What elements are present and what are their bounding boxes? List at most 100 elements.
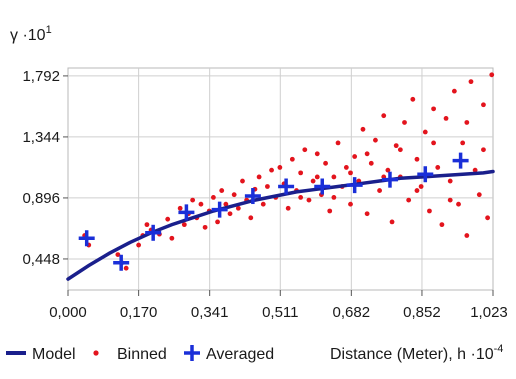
x-tick-label: 0,852 — [403, 304, 441, 321]
legend: Model Binned Averaged — [6, 345, 274, 363]
binned-point — [256, 174, 262, 180]
binned-point — [360, 126, 366, 132]
binned-point — [343, 165, 349, 170]
binned-point — [240, 178, 245, 184]
x-tick-label: 1,023 — [470, 304, 508, 321]
binned-point — [456, 201, 461, 207]
binned-point — [331, 174, 337, 180]
binned-point — [489, 72, 495, 78]
y-axis-ticks: 0,448 0,896 1,344 1,792 — [22, 68, 68, 268]
binned-point — [472, 167, 478, 173]
binned-point — [302, 147, 308, 153]
binned-point — [327, 208, 333, 214]
binned-point — [393, 143, 399, 149]
binned-point — [373, 137, 378, 143]
binned-point — [227, 211, 233, 217]
binned-point — [414, 156, 420, 162]
averaged-series — [78, 152, 469, 271]
legend-model-label: Model — [32, 346, 76, 363]
binned-point — [464, 233, 470, 238]
binned-point — [215, 219, 220, 225]
binned-point — [181, 222, 187, 228]
x-axis-label-exponent: -4 — [494, 343, 504, 355]
binned-point — [314, 151, 320, 157]
binned-point — [277, 165, 283, 170]
y-tick-label: 1,344 — [22, 129, 60, 146]
averaged-point — [278, 178, 295, 195]
binned-point — [144, 222, 150, 228]
y-tick-label: 0,896 — [22, 190, 60, 207]
binned-point — [123, 265, 129, 271]
binned-point — [377, 188, 382, 193]
x-axis-label-base: Distance (Meter), h ·10 — [330, 346, 494, 363]
averaged-point — [417, 166, 434, 183]
binned-point — [314, 174, 320, 180]
binned-point — [468, 79, 474, 85]
legend-binned-label: Binned — [117, 346, 167, 363]
averaged-point — [381, 171, 398, 188]
averaged-point — [78, 230, 95, 247]
binned-point — [177, 205, 183, 211]
binned-point — [447, 178, 453, 184]
x-axis-label: Distance (Meter), h ·10-4 — [330, 343, 503, 363]
binned-point — [364, 151, 370, 157]
x-tick-label: 0,000 — [49, 304, 87, 321]
binned-point — [385, 167, 391, 173]
binned-point — [389, 219, 395, 225]
binned-point — [335, 140, 341, 146]
binned-point — [231, 192, 237, 198]
binned-point — [368, 160, 374, 166]
binned-point — [265, 184, 270, 189]
averaged-point — [145, 224, 162, 241]
y-axis-label: γ ·101 — [10, 24, 52, 44]
x-axis-ticks: 0,000 0,170 0,341 0,511 0,682 0,852 1,023 — [49, 290, 508, 321]
averaged-point — [452, 152, 469, 169]
y-axis-label-base: γ ·10 — [10, 27, 46, 44]
binned-point — [323, 160, 328, 166]
binned-point — [260, 201, 266, 207]
averaged-point — [244, 188, 261, 205]
x-tick-label: 0,170 — [120, 304, 158, 321]
averaged-point — [178, 204, 195, 221]
binned-point — [352, 154, 358, 159]
binned-point — [211, 194, 216, 200]
grid-lines — [68, 68, 493, 290]
x-tick-label: 0,682 — [333, 304, 371, 321]
binned-point — [285, 205, 291, 211]
binned-point — [397, 147, 403, 153]
binned-point — [406, 197, 412, 203]
binned-point — [381, 113, 387, 119]
legend-averaged-marker — [184, 345, 200, 361]
binned-point — [198, 201, 204, 207]
binned-point — [439, 222, 445, 228]
binned-point — [165, 216, 171, 222]
averaged-point — [113, 254, 130, 271]
x-tick-label: 0,341 — [191, 304, 229, 321]
binned-point — [481, 102, 486, 108]
binned-point — [414, 188, 420, 193]
averaged-point — [314, 178, 331, 195]
legend-averaged-label: Averaged — [206, 346, 274, 363]
binned-point — [464, 120, 470, 125]
binned-point — [431, 140, 436, 146]
binned-point — [418, 184, 424, 189]
binned-point — [136, 242, 142, 248]
y-tick-label: 0,448 — [22, 251, 60, 268]
binned-point — [115, 252, 121, 257]
binned-point — [289, 156, 295, 162]
binned-point — [476, 192, 482, 198]
averaged-point — [346, 177, 363, 194]
binned-point — [427, 208, 432, 214]
binned-point — [348, 201, 353, 207]
binned-point — [402, 120, 407, 125]
binned-point — [451, 88, 457, 94]
averaged-point — [211, 201, 228, 218]
binned-point — [298, 194, 304, 200]
binned-point — [348, 170, 353, 176]
binned-point — [431, 106, 436, 112]
binned-point — [447, 197, 453, 203]
binned-series — [82, 72, 495, 271]
binned-point — [481, 147, 486, 153]
binned-point — [248, 215, 254, 221]
